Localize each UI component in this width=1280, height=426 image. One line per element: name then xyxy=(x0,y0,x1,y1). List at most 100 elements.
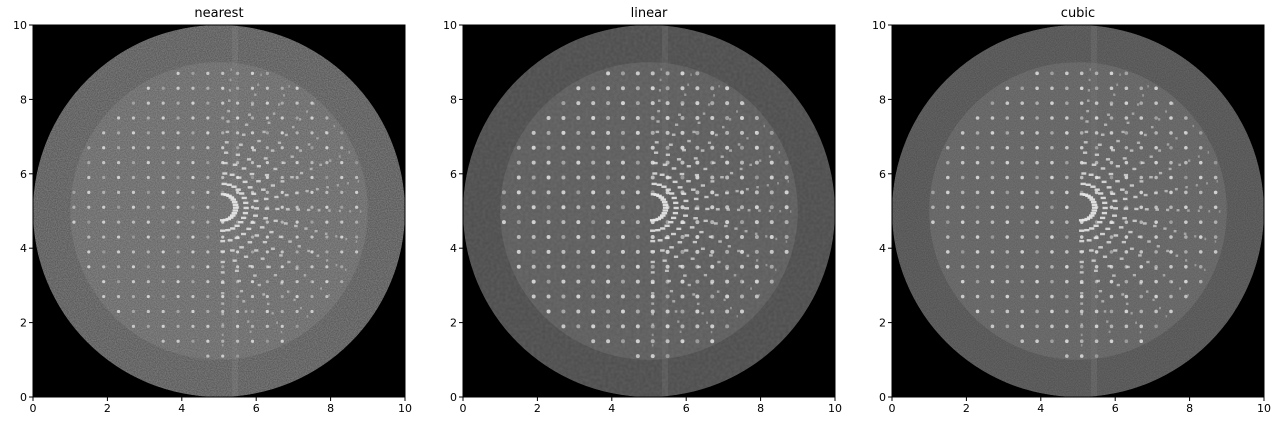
lattice-dot xyxy=(221,265,225,269)
arc-streak xyxy=(650,239,656,243)
lattice-dot xyxy=(576,130,581,135)
lattice-dot xyxy=(221,294,225,299)
lattice-dot xyxy=(310,250,314,254)
lattice-dot xyxy=(131,265,136,269)
arc-streak xyxy=(219,219,226,222)
lattice-dot xyxy=(635,86,640,91)
lattice-dot xyxy=(606,101,611,106)
arc-streak xyxy=(655,217,662,221)
arc-streak xyxy=(266,302,270,306)
lattice-dot xyxy=(1139,190,1144,195)
arc-streak xyxy=(244,310,248,313)
lattice-dot xyxy=(325,205,329,209)
lattice-dot xyxy=(680,130,685,135)
lattice-dot xyxy=(161,86,165,90)
x-tick-label: 10 xyxy=(828,402,842,415)
arc-streak xyxy=(768,209,771,213)
arc-streak xyxy=(1084,130,1089,134)
arc-streak xyxy=(726,208,730,211)
lattice-dot xyxy=(975,190,980,195)
arc-streak xyxy=(1113,207,1119,210)
arc-streak xyxy=(223,161,228,165)
lattice-dot xyxy=(206,86,210,90)
arc-streak xyxy=(746,254,750,257)
lattice-dot xyxy=(340,205,344,209)
arc-streak xyxy=(660,249,665,252)
arc-streak xyxy=(1082,161,1087,165)
lattice-dot xyxy=(546,205,551,210)
arc-streak xyxy=(221,292,225,295)
y-tick-label: 4 xyxy=(879,242,886,255)
lattice-dot xyxy=(635,175,640,180)
lattice-dot xyxy=(1094,131,1099,135)
arc-streak xyxy=(729,118,732,121)
lattice-dot xyxy=(1079,71,1084,76)
arc-streak xyxy=(664,269,669,273)
lattice-dot xyxy=(635,130,640,135)
lattice-dot xyxy=(340,250,344,254)
lattice-dot xyxy=(1109,145,1114,150)
lattice-dot xyxy=(546,279,551,284)
arc-streak xyxy=(703,219,708,223)
lattice-dot xyxy=(102,220,106,224)
arc-streak xyxy=(700,184,706,187)
arc-streak xyxy=(1122,157,1127,160)
lattice-dot xyxy=(131,309,136,314)
arc-streak xyxy=(264,207,270,210)
lattice-dot xyxy=(784,205,789,210)
arc-streak xyxy=(230,198,237,201)
lattice-dot xyxy=(990,145,995,150)
arc-streak xyxy=(736,110,738,113)
lattice-dot xyxy=(990,175,995,180)
lattice-dot xyxy=(740,175,744,180)
y-tick-label: 4 xyxy=(20,242,27,255)
lattice-dot xyxy=(606,160,611,165)
lattice-dot xyxy=(340,280,344,284)
lattice-dot xyxy=(206,280,210,284)
arc-streak xyxy=(1133,195,1138,199)
lattice-dot xyxy=(1109,71,1114,76)
arc-streak xyxy=(239,246,244,249)
lattice-dot xyxy=(176,324,180,328)
lattice-dot xyxy=(710,130,715,135)
lattice-dot xyxy=(1065,250,1069,254)
arc-streak xyxy=(710,180,715,183)
grain-overlay xyxy=(33,25,405,397)
arc-streak xyxy=(718,85,720,88)
lattice-dot xyxy=(1109,101,1114,105)
lattice-dot xyxy=(1094,71,1099,76)
lattice-dot xyxy=(665,294,670,299)
lattice-dot xyxy=(1124,235,1129,239)
lattice-dot xyxy=(1050,101,1054,105)
arc-streak xyxy=(746,137,749,140)
arc-streak xyxy=(256,180,261,183)
lattice-dot xyxy=(546,235,551,240)
lattice-dot xyxy=(650,116,655,120)
lattice-dot xyxy=(191,175,195,180)
arc-streak xyxy=(1158,118,1161,121)
lattice-dot xyxy=(1109,205,1114,210)
arc-streak xyxy=(651,323,654,326)
arc-streak xyxy=(257,83,260,86)
lattice-dot xyxy=(1198,131,1203,135)
lattice-dot xyxy=(221,309,225,314)
arc-streak xyxy=(1142,222,1147,225)
lattice-dot xyxy=(990,220,995,224)
arc-streak xyxy=(1091,203,1098,207)
lattice-dot xyxy=(710,145,715,150)
lattice-dot xyxy=(221,101,225,105)
lattice-dot xyxy=(1124,279,1129,284)
arc-streak xyxy=(280,282,284,285)
lattice-dot xyxy=(1198,235,1203,239)
lattice-dot xyxy=(250,280,255,284)
lattice-dot xyxy=(591,205,596,210)
lattice-dot xyxy=(1154,116,1158,120)
arc-streak xyxy=(1136,103,1140,106)
arc-streak xyxy=(1082,151,1088,154)
lattice-dot xyxy=(620,220,625,225)
lattice-dot xyxy=(1109,250,1114,254)
lattice-dot xyxy=(1035,131,1039,135)
arc-streak xyxy=(1113,249,1118,252)
arc-streak xyxy=(273,273,278,277)
lattice-dot xyxy=(280,309,284,314)
